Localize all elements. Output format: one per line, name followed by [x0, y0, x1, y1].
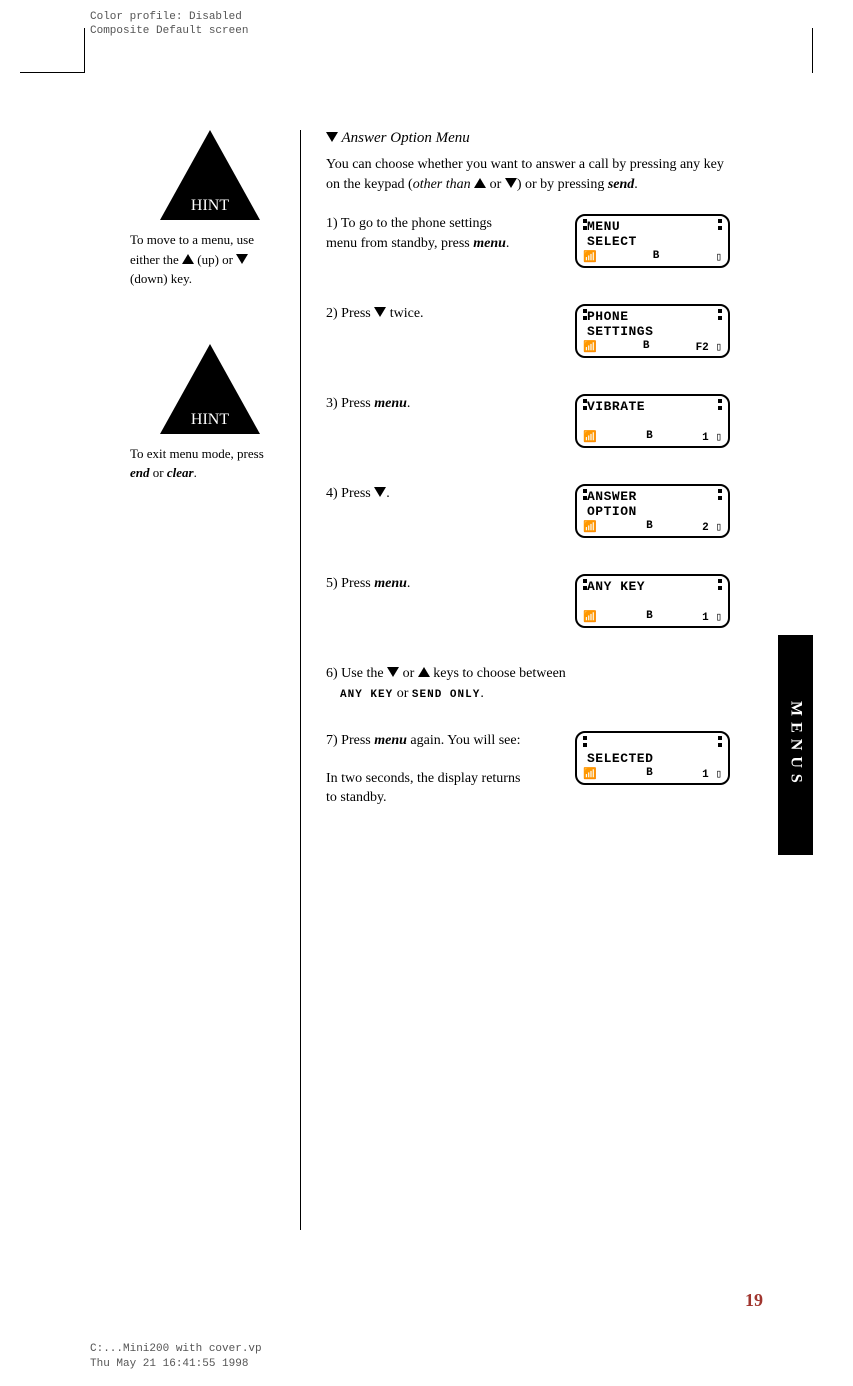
crop-mark-v [84, 28, 85, 73]
step-5-text: 5) Press menu. [326, 574, 526, 594]
triangle-up-icon [182, 254, 194, 264]
triangle-up-icon [418, 667, 430, 677]
section-tab: MENUS [778, 635, 813, 855]
hint-triangle-icon: HINT [160, 130, 260, 220]
page-number: 19 [745, 1290, 763, 1311]
triangle-down-icon [236, 254, 248, 264]
antenna-icon: 📶 [583, 610, 597, 624]
step-3-text: 3) Press menu. [326, 394, 526, 414]
battery-icon: ▯ [715, 250, 722, 264]
lcd-5: ANY KEY 📶B1 ▯ [575, 574, 730, 628]
meta-line1: Color profile: Disabled [90, 10, 248, 24]
triangle-down-icon [374, 307, 386, 317]
step-4: 4) Press . ANSWEROPTION 📶B2 ▯ [326, 484, 730, 539]
footer-line1: C:...Mini200 with cover.vp [90, 1342, 262, 1356]
svg-text:HINT: HINT [191, 197, 229, 214]
main-column: Answer Option Menu You can choose whethe… [300, 130, 730, 1230]
step-7-sub: In two seconds, the display returns to s… [326, 769, 526, 808]
svg-text:HINT: HINT [191, 411, 229, 428]
triangle-down-icon [374, 487, 386, 497]
header-meta: Color profile: Disabled Composite Defaul… [90, 10, 248, 39]
hint-2-text: To exit menu mode, press end or clear. [130, 444, 280, 483]
main-content: HINT To move to a menu, use either the (… [130, 130, 750, 1230]
step-2: 2) Press twice. PHONESETTINGS 📶BF2 ▯ [326, 304, 730, 359]
footer-meta: C:...Mini200 with cover.vp Thu May 21 16… [90, 1342, 262, 1371]
step-6: 6) Use the or keys to choose between ANY… [326, 664, 730, 719]
lcd-3: VIBRATE 📶B1 ▯ [575, 394, 730, 448]
antenna-icon: 📶 [583, 767, 597, 781]
triangle-down-icon [387, 667, 399, 677]
hint-2: HINT To exit menu mode, press end or cle… [130, 344, 280, 483]
hint-triangle-icon: HINT [160, 344, 260, 434]
step-7-text: 7) Press menu again. You will see: In tw… [326, 731, 526, 808]
crop-mark-right [812, 28, 813, 73]
antenna-icon: 📶 [583, 520, 597, 534]
step-6-text: 6) Use the or keys to choose between ANY… [326, 664, 730, 703]
lcd-4: ANSWEROPTION 📶B2 ▯ [575, 484, 730, 538]
antenna-icon: 📶 [583, 250, 597, 264]
meta-line2: Composite Default screen [90, 24, 248, 38]
step-1: 1) To go to the phone settings menu from… [326, 214, 730, 269]
step-5: 5) Press menu. ANY KEY 📶B1 ▯ [326, 574, 730, 629]
step-4-text: 4) Press . [326, 484, 526, 504]
section-tab-label: MENUS [787, 701, 805, 789]
crop-mark-h [20, 72, 85, 73]
lcd-2: PHONESETTINGS 📶BF2 ▯ [575, 304, 730, 358]
intro-text: You can choose whether you want to answe… [326, 155, 730, 194]
section-title: Answer Option Menu [326, 130, 730, 147]
hint-1-text: To move to a menu, use either the (up) o… [130, 230, 280, 289]
triangle-down-icon [326, 132, 338, 142]
sidebar-hints: HINT To move to a menu, use either the (… [130, 130, 300, 483]
triangle-down-icon [505, 178, 517, 188]
step-2-text: 2) Press twice. [326, 304, 526, 324]
triangle-up-icon [474, 178, 486, 188]
antenna-icon: 📶 [583, 340, 597, 354]
step-3: 3) Press menu. VIBRATE 📶B1 ▯ [326, 394, 730, 449]
antenna-icon: 📶 [583, 430, 597, 444]
lcd-7: SELECTED 📶B1 ▯ [575, 731, 730, 785]
step-7: 7) Press menu again. You will see: In tw… [326, 731, 730, 808]
footer-line2: Thu May 21 16:41:55 1998 [90, 1357, 262, 1371]
lcd-1: MENUSELECT 📶B▯ [575, 214, 730, 268]
step-1-text: 1) To go to the phone settings menu from… [326, 214, 526, 253]
hint-1: HINT [160, 130, 280, 220]
